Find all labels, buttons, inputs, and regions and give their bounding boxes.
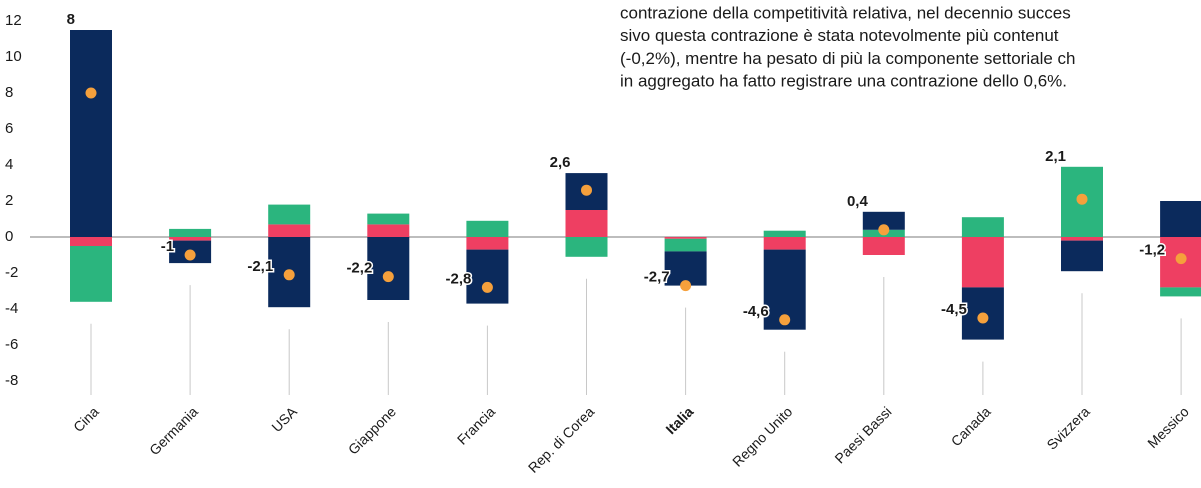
x-tick-label: Paesi Bassi: [831, 403, 894, 466]
total-label: -2,8: [446, 270, 472, 287]
bar-segment: [664, 238, 707, 252]
total-label: 8: [67, 11, 75, 28]
bar-segment: [862, 237, 905, 255]
x-tick-label: USA: [268, 403, 300, 435]
total-label: 2,1: [1045, 148, 1066, 165]
bar-segment: [763, 230, 806, 237]
bar-segment: [1061, 237, 1103, 241]
y-tick-label: 6: [5, 120, 13, 137]
bar-segment: [367, 213, 410, 225]
bar-segment: [70, 30, 112, 237]
y-tick-label: 4: [5, 156, 13, 173]
total-dot: [1076, 193, 1088, 205]
bar-segment: [862, 211, 905, 230]
bar-segment: [1061, 240, 1103, 272]
total-label: -1,2: [1139, 242, 1165, 259]
total-dot: [184, 249, 196, 261]
bar-segment: [565, 210, 608, 237]
total-dot: [581, 184, 592, 196]
y-tick-label: -2: [5, 264, 18, 281]
total-label: -2,1: [247, 258, 273, 275]
total-label: -1: [161, 238, 174, 255]
bar-segment: [664, 237, 707, 239]
bar-segment: [268, 204, 311, 225]
x-tick-label: Italia: [662, 403, 696, 437]
bar-segment: [367, 237, 410, 300]
total-dot: [1175, 253, 1187, 265]
bar-segment: [466, 220, 509, 237]
annotation-line: in aggregato ha fatto registrare una con…: [620, 72, 1067, 91]
bar-segment: [565, 237, 608, 257]
total-dot: [85, 87, 97, 99]
bar-segment: [367, 224, 410, 237]
total-dot: [481, 281, 493, 293]
total-dot: [283, 269, 295, 281]
x-tick-label: Germania: [146, 403, 201, 458]
y-tick-label: 10: [5, 48, 22, 65]
x-tick-label: Cina: [70, 403, 102, 435]
bar-segment: [1160, 287, 1201, 297]
y-tick-label: 2: [5, 192, 13, 209]
x-tick-label: Svizzera: [1043, 403, 1092, 452]
total-dot: [779, 314, 791, 326]
annotation-line: contrazione della competitività relativa…: [620, 3, 1071, 22]
y-tick-label: -4: [5, 300, 18, 317]
bar-segment: [268, 224, 311, 237]
total-dot: [382, 271, 394, 283]
y-tick-label: 0: [5, 228, 13, 245]
annotation-line: sivo questa contrazione è stata notevolm…: [620, 26, 1059, 45]
total-dot: [977, 312, 989, 324]
y-tick-label: 8: [5, 84, 13, 101]
bar-segment: [1160, 201, 1201, 237]
bar-segment: [961, 217, 1004, 237]
x-tick-label: Regno Unito: [729, 403, 795, 469]
bar-segment: [763, 237, 806, 250]
total-label: -2,7: [644, 269, 670, 286]
bar-segment: [961, 237, 1004, 288]
x-tick-label: Canada: [948, 403, 994, 449]
y-tick-label: 12: [5, 12, 22, 29]
x-tick-label: Giappone: [345, 403, 399, 457]
bar-segment: [169, 237, 212, 241]
total-label: 0,4: [847, 193, 869, 210]
bar-segment: [466, 237, 509, 250]
bar-segment: [70, 237, 112, 246]
bar-segment: [169, 228, 212, 237]
total-label: 2,6: [550, 154, 571, 171]
annotation-line: (-0,2%), mentre ha pesato di più la comp…: [620, 49, 1075, 68]
total-dot: [878, 224, 890, 236]
y-tick-label: -6: [5, 336, 18, 353]
bar-segment: [664, 251, 707, 286]
x-tick-label: Messico: [1144, 403, 1192, 451]
bar-segment: [70, 246, 112, 302]
total-label: -4,5: [941, 301, 967, 318]
total-label: -4,6: [743, 303, 769, 320]
total-dot: [680, 280, 692, 292]
total-label: -2,2: [346, 260, 372, 277]
bar-segment: [466, 249, 509, 304]
y-tick-label: -8: [5, 372, 18, 389]
x-tick-label: Rep. di Corea: [525, 403, 598, 476]
x-tick-label: Francia: [454, 403, 498, 447]
